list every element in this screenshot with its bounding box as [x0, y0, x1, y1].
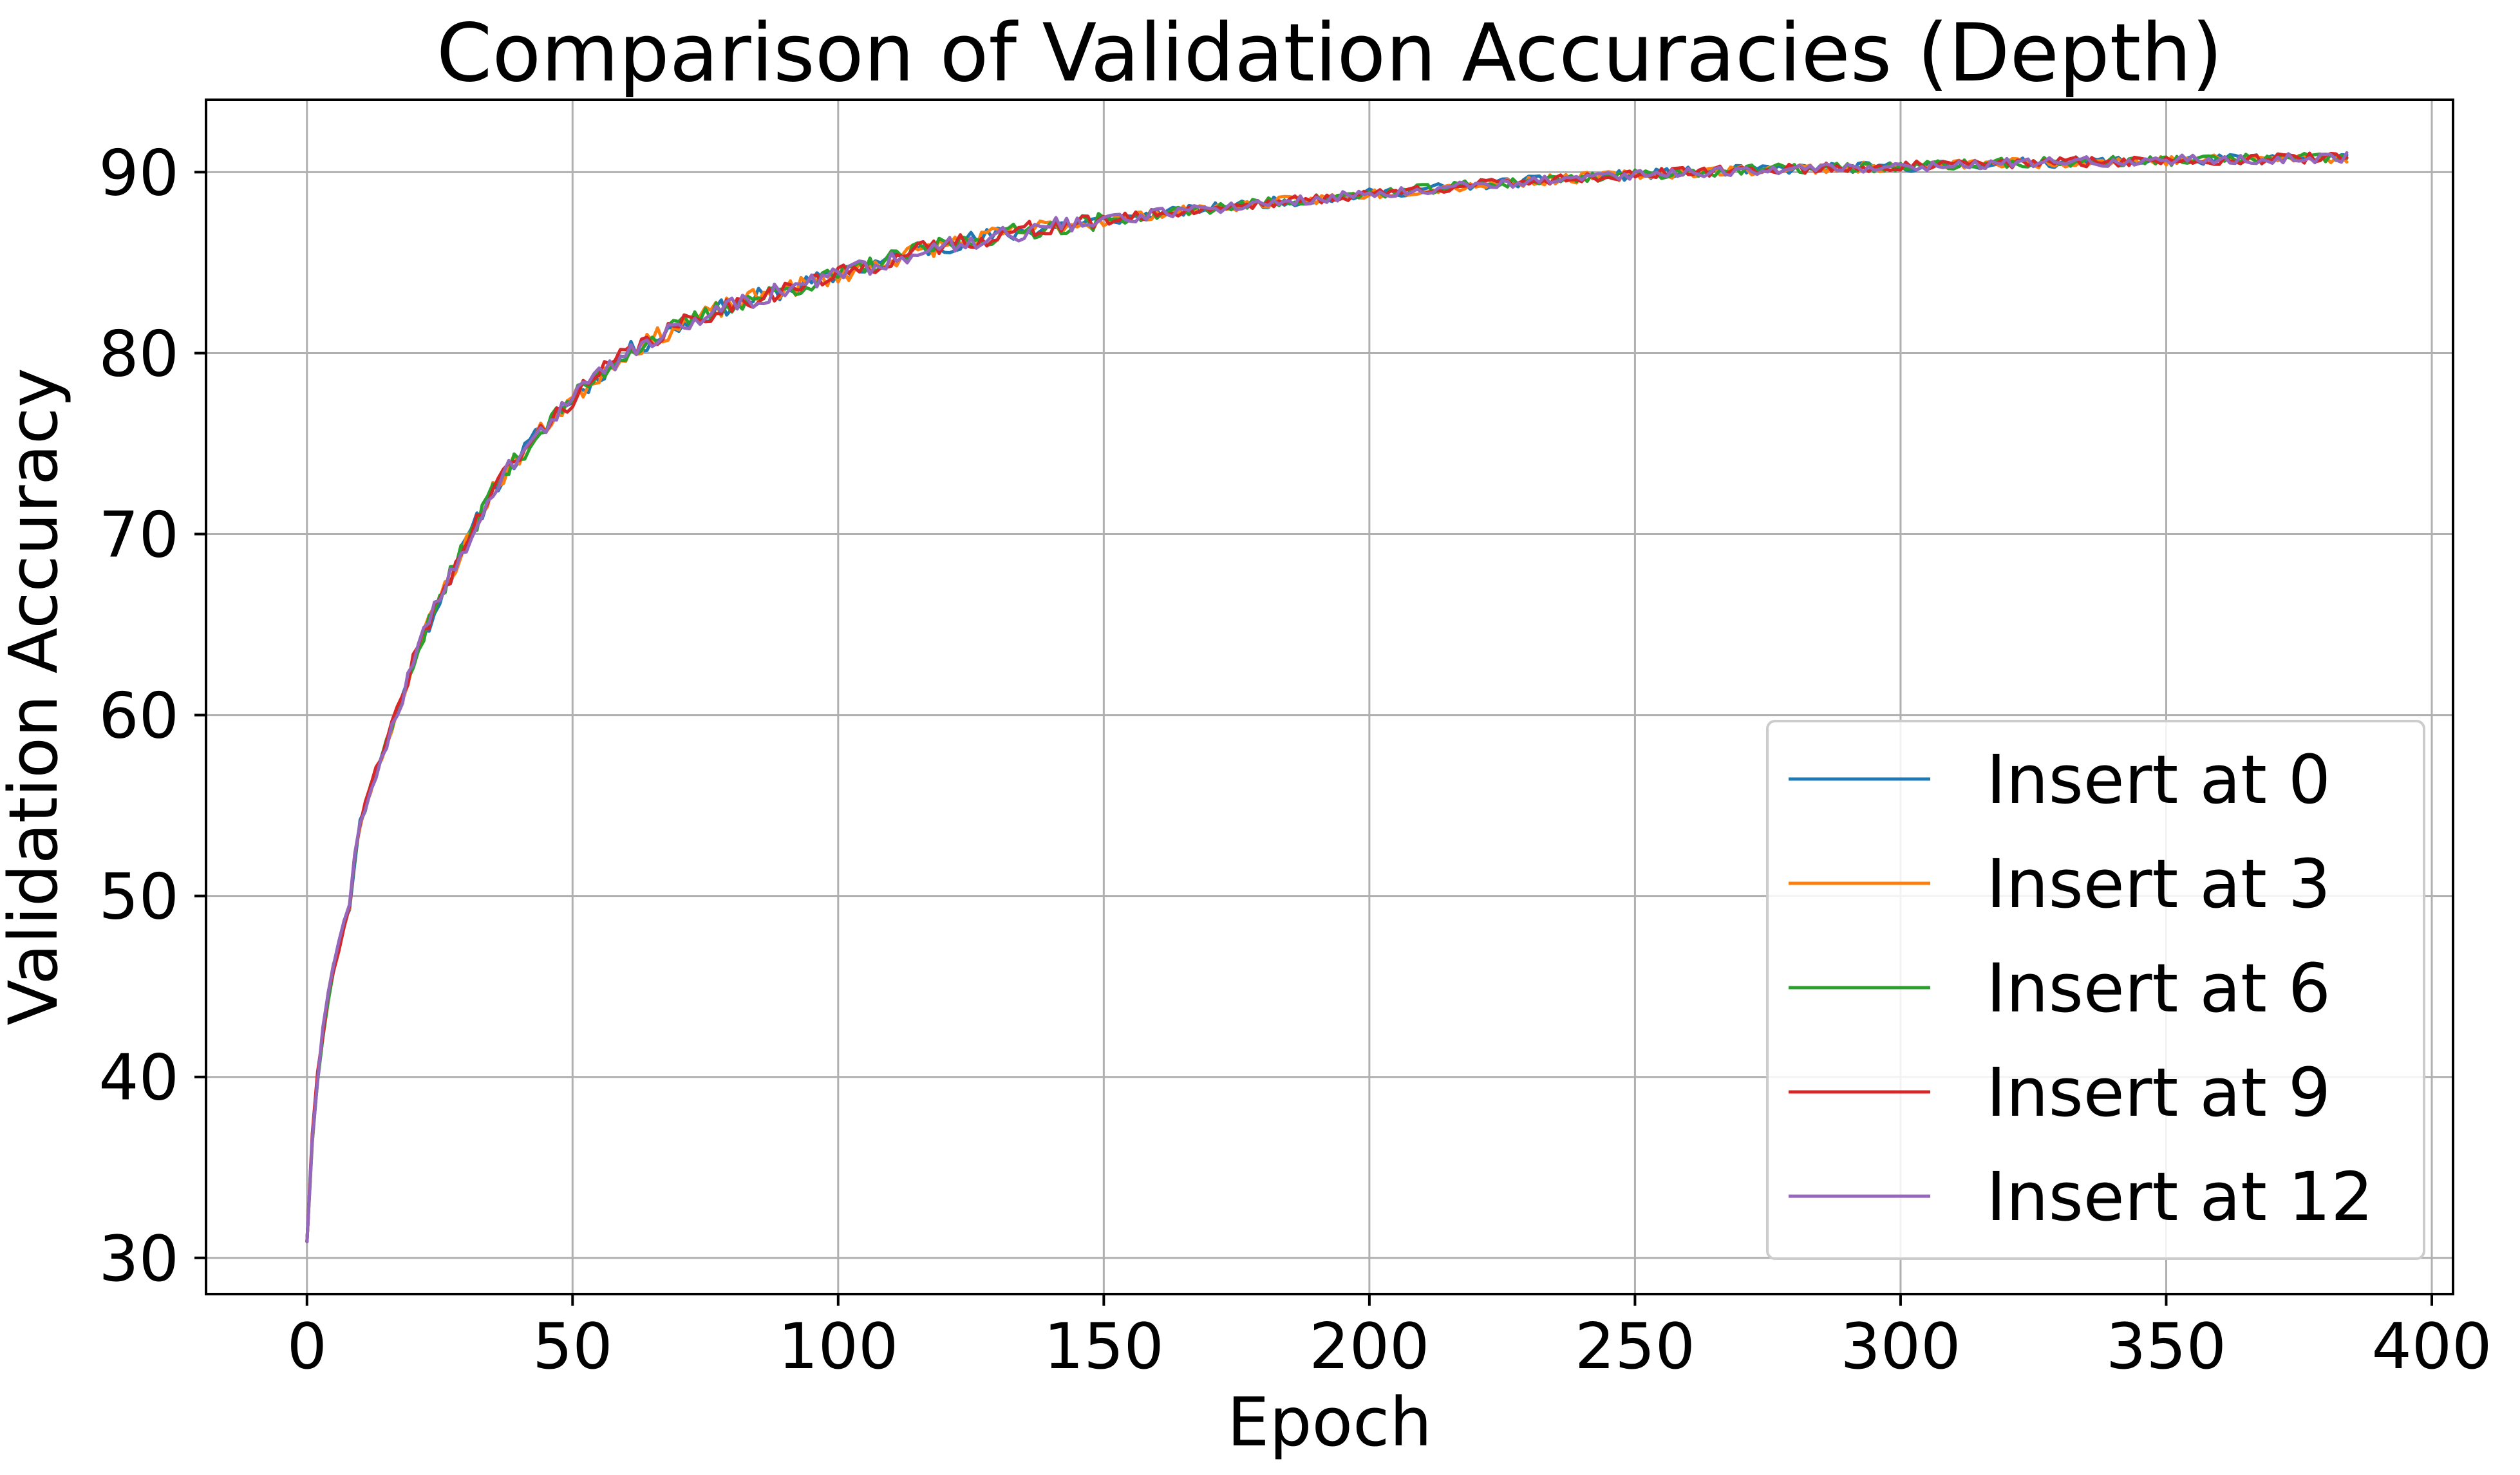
y-tick-label-0: 30	[99, 1223, 179, 1296]
plot-frame	[205, 99, 2454, 1295]
x-tick-label-2: 100	[778, 1310, 898, 1384]
x-tick-label-7: 350	[2106, 1310, 2226, 1384]
legend-label-1: Insert at 3	[1986, 845, 2331, 923]
series-line-2	[305, 151, 2349, 1243]
legend: Insert at 0 Insert at 3 Insert at 6 Insert …	[1766, 720, 2425, 1260]
x-tick-label-8: 400	[2371, 1310, 2492, 1384]
y-tick-label-3: 60	[99, 680, 179, 753]
x-axis-label: Epoch	[1227, 1383, 1432, 1461]
x-tick-label-0: 0	[287, 1310, 327, 1384]
x-tick-label-5: 250	[1575, 1310, 1695, 1384]
legend-label-4: Insert at 12	[1986, 1158, 2373, 1236]
y-tick-label-5: 80	[99, 317, 179, 391]
series-lines	[305, 151, 2349, 1243]
axis-ticks: 0 50 100 150 200 250 300 350 400 30 40 50 60 70 80 90	[99, 136, 2492, 1384]
y-axis-label: Validation Accuracy	[0, 368, 73, 1025]
y-tick-label-1: 40	[99, 1042, 179, 1115]
y-tick-label-6: 90	[99, 136, 179, 210]
series-line-3	[305, 151, 2349, 1243]
x-tick-label-4: 200	[1309, 1310, 1429, 1384]
y-tick-label-2: 50	[99, 861, 179, 934]
series-line-4	[305, 151, 2349, 1243]
x-tick-label-3: 150	[1044, 1310, 1164, 1384]
legend-label-3: Insert at 9	[1986, 1053, 2331, 1132]
legend-label-2: Insert at 6	[1986, 949, 2331, 1028]
chart-title: Comparison of Validation Accuracies (Dep…	[437, 7, 2223, 100]
legend-box	[1766, 720, 2425, 1260]
legend-label-0: Insert at 0	[1986, 740, 2331, 819]
y-tick-label-4: 70	[99, 499, 179, 572]
x-tick-label-1: 50	[532, 1310, 613, 1384]
x-tick-label-6: 300	[1840, 1310, 1961, 1384]
